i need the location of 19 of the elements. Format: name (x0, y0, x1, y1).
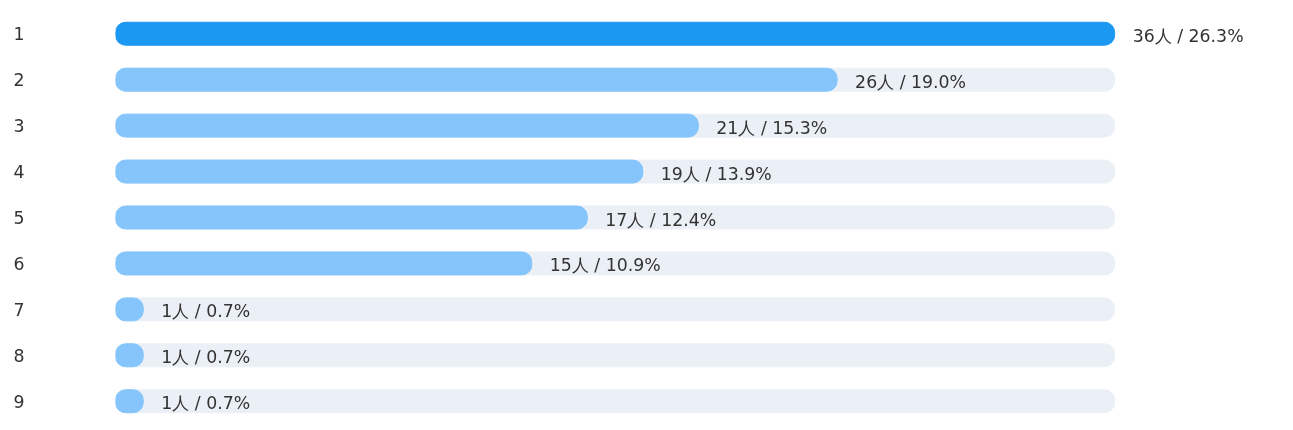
data-label: 36人 / 26.3% (1132, 25, 1244, 46)
data-label: 1人 / 0.7% (161, 301, 251, 322)
y-tick-label: 5 (13, 208, 25, 228)
data-label: 1人 / 0.7% (161, 393, 251, 414)
y-tick-label: 8 (13, 345, 25, 366)
data-label: 15人 / 10.9% (549, 255, 661, 276)
y-tick-label: 4 (13, 162, 25, 183)
y-tick-label: 3 (13, 116, 25, 137)
bar (115, 21, 1116, 46)
data-label: 19人 / 13.9% (660, 163, 772, 184)
data-label: 1人 / 0.7% (161, 347, 251, 368)
y-tick-label: 7 (13, 299, 25, 320)
data-label: 17人 / 12.4% (605, 209, 717, 230)
y-tick-label: 2 (13, 70, 25, 91)
y-tick-label: 6 (13, 253, 25, 274)
data-label: 21人 / 15.3% (716, 117, 828, 138)
y-tick-label: 1 (13, 24, 25, 45)
data-label: 26人 / 19.0% (855, 71, 967, 92)
y-tick-label: 9 (13, 391, 25, 412)
